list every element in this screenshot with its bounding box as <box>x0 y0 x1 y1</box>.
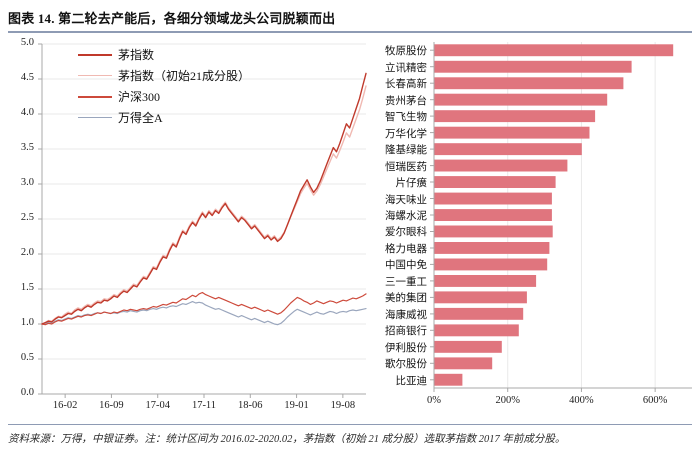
bar-category-label: 歌尔股份 <box>385 359 427 371</box>
legend-item-label: 茅指数（初始21成分股） <box>118 69 251 83</box>
bar-category-label: 美的集团 <box>385 293 427 305</box>
bar-category-label: 招商银行 <box>385 326 427 338</box>
line-chart-y-tick: 4.0 <box>20 107 34 118</box>
line-chart-y-tick: 1.0 <box>20 317 34 328</box>
bar-category-label: 比亚迪 <box>395 375 428 387</box>
bar-category-label: 恒瑞医药 <box>385 161 427 173</box>
line-chart-panel: 茅指数茅指数（初始21成分股） 沪深300 万得全A 0.0 0.5 1.0 1.5 2.0… <box>0 36 372 422</box>
bar-chart-panel: 牧原股份立讯精密长春高新贵州茅台智飞生物万华化学隆基绿能恒瑞医药片仔癀海天味业海… <box>372 36 700 422</box>
bar-category-label: 万华化学 <box>385 128 427 140</box>
page-title: 图表 14. 第二轮去产能后，各细分领域龙头公司脱颖而出 <box>8 11 336 26</box>
bar-category-label: 爱尔眼科 <box>385 227 427 239</box>
legend-item-label: 茅指数 <box>118 48 155 62</box>
line-chart-x-tick: 19-01 <box>284 400 309 411</box>
bar-category-label: 智飞生物 <box>385 112 427 124</box>
bar-category-label: 海螺水泥 <box>385 211 427 222</box>
line-chart-x-tick: 19-08 <box>330 400 356 411</box>
bar-category-label: 长春高新 <box>385 79 427 91</box>
legend-item[interactable]: 沪深300 <box>78 86 328 107</box>
line-chart-y-tick: 4.5 <box>20 72 34 83</box>
line-chart-x-tick: 18-06 <box>238 400 263 411</box>
bar-category-label: 伊利股份 <box>385 342 427 354</box>
bar-category-label: 牧原股份 <box>385 46 427 58</box>
line-chart-y-tick: 1.5 <box>20 282 34 293</box>
bar-chart-svg <box>430 42 692 392</box>
line-chart-y-tick: 5.0 <box>20 37 34 48</box>
line-chart-x-tick: 16-09 <box>99 400 124 411</box>
bar-category-label: 海康威视 <box>385 309 427 321</box>
bar-category-label: 三一重工 <box>385 276 427 288</box>
legend-color-swatch <box>78 95 112 98</box>
line-chart-y-tick: 3.5 <box>20 142 34 153</box>
line-chart-legend: 茅指数茅指数（初始21成分股） 沪深300 万得全A <box>78 44 328 128</box>
legend-color-swatch <box>78 117 112 118</box>
bar-category-label: 片仔癀 <box>395 178 428 190</box>
legend-item[interactable]: 茅指数（初始21成分股） <box>78 65 328 86</box>
bar-category-label: 隆基绿能 <box>385 145 427 157</box>
bar-category-label: 中国中免 <box>385 260 427 272</box>
bar-chart-x-tick: 200% <box>495 395 520 406</box>
source-note: 资料来源：万得，中银证券。注：统计区间为 2016.02-2020.02，茅指数… <box>8 434 566 445</box>
legend-item[interactable]: 茅指数 <box>78 44 328 65</box>
line-chart-svg <box>38 43 367 398</box>
line-chart-y-tick: 2.0 <box>20 247 34 258</box>
legend-color-swatch <box>78 53 112 56</box>
bar-category-label: 海天味业 <box>385 194 427 206</box>
line-chart-y-tick: 2.5 <box>20 212 34 223</box>
legend-color-swatch <box>78 75 112 76</box>
line-chart-x-tick: 17-04 <box>145 400 170 411</box>
footer-divider <box>8 424 692 425</box>
bar-category-label: 立讯精密 <box>385 62 427 74</box>
bar-category-label: 格力电器 <box>385 243 427 255</box>
line-chart-x-tick: 17-11 <box>191 400 217 411</box>
legend-item-label: 沪深300 <box>118 90 161 104</box>
line-chart-y-tick: 0.5 <box>20 352 34 363</box>
line-chart-x-tick: 16-02 <box>52 400 78 411</box>
bar-chart-x-tick: 400% <box>569 395 594 406</box>
bar-chart-x-tick: 0% <box>427 395 441 406</box>
legend-item[interactable]: 万得全A <box>78 107 328 128</box>
line-chart-y-tick: 0.0 <box>20 387 34 398</box>
line-chart-y-tick: 3.0 <box>20 177 34 188</box>
title-divider <box>8 31 692 33</box>
bar-chart-x-tick: 600% <box>642 395 668 406</box>
bar-category-label: 贵州茅台 <box>385 95 427 107</box>
legend-item-label: 万得全A <box>118 111 163 125</box>
